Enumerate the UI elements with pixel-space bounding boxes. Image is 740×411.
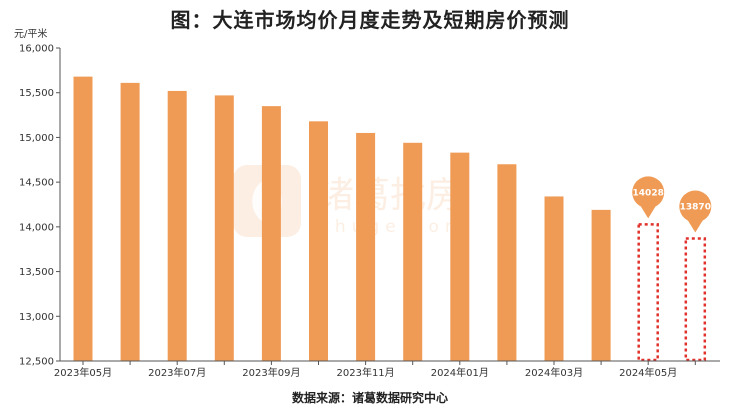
x-axis: 2023年05月 2023年07月 2023年09月 2023年11月 2024年01月… — [54, 360, 720, 379]
x-tick-label: 2023年09月 — [242, 366, 300, 379]
y-axis: 12,500 13,000 13,500 14,000 14,500 15,000 15,5… — [19, 44, 61, 368]
forecast-value-label: 13870 — [680, 202, 711, 212]
x-tick-label: 2023年11月 — [337, 366, 395, 379]
data-source: 数据来源：诸葛数据研究中心 — [291, 391, 448, 405]
bar — [167, 90, 187, 361]
forecast-callout-pointer — [687, 219, 704, 233]
y-tick-label: 12,500 — [19, 357, 54, 368]
watermark-domain-text: zhuge.com — [320, 217, 467, 237]
forecast-bar — [637, 223, 659, 362]
x-tick-label: 2024年05月 — [619, 366, 677, 379]
forecast-callout-bubble — [679, 190, 712, 223]
x-tick-label: 2023年07月 — [148, 366, 206, 379]
y-tick-label: 15,000 — [19, 133, 54, 144]
y-axis-unit: 元/平米 — [14, 29, 48, 40]
x-tick-label: 2024年03月 — [525, 366, 583, 379]
forecast-callouts: 14028 13870 — [632, 176, 712, 233]
watermark-brand-text: 诸葛找房 — [318, 175, 462, 216]
bar — [403, 142, 423, 361]
chart-title: 图：大连市场均价月度走势及短期房价预测 — [170, 8, 570, 32]
bars — [73, 76, 707, 362]
y-tick-label: 16,000 — [19, 44, 54, 55]
y-tick-label: 14,000 — [19, 222, 54, 233]
forecast-value-label: 14028 — [633, 188, 664, 198]
bar — [591, 209, 611, 361]
x-tick-label: 2024年01月 — [431, 366, 489, 379]
bar — [73, 76, 93, 362]
y-tick-label: 13,000 — [19, 312, 54, 323]
bar — [214, 95, 234, 361]
bar — [497, 164, 517, 361]
bar — [309, 121, 328, 362]
y-tick-label: 13,500 — [19, 267, 54, 278]
bar — [120, 82, 140, 362]
bar — [450, 152, 470, 361]
y-tick-label: 15,500 — [19, 88, 54, 99]
forecast-callout-bubble — [632, 176, 665, 209]
forecast-callout-pointer — [640, 205, 657, 219]
bar — [544, 196, 564, 361]
x-tick-label: 2023年05月 — [54, 366, 112, 379]
forecast-bar — [684, 237, 707, 362]
bar — [261, 106, 281, 361]
bar — [356, 132, 376, 361]
y-tick-label: 14,500 — [19, 178, 54, 189]
